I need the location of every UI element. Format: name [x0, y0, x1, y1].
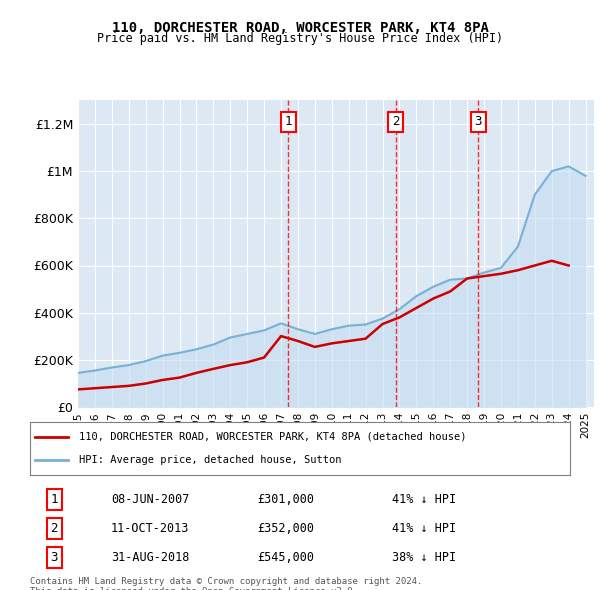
Text: £352,000: £352,000	[257, 522, 314, 535]
Text: 41% ↓ HPI: 41% ↓ HPI	[392, 493, 456, 506]
Text: 3: 3	[475, 115, 482, 128]
Text: 11-OCT-2013: 11-OCT-2013	[111, 522, 190, 535]
Text: 3: 3	[50, 551, 58, 564]
Text: 2: 2	[50, 522, 58, 535]
Text: 31-AUG-2018: 31-AUG-2018	[111, 551, 190, 564]
Text: 110, DORCHESTER ROAD, WORCESTER PARK, KT4 8PA: 110, DORCHESTER ROAD, WORCESTER PARK, KT…	[112, 21, 488, 35]
Text: HPI: Average price, detached house, Sutton: HPI: Average price, detached house, Sutt…	[79, 455, 341, 465]
Text: 110, DORCHESTER ROAD, WORCESTER PARK, KT4 8PA (detached house): 110, DORCHESTER ROAD, WORCESTER PARK, KT…	[79, 432, 466, 442]
Text: Price paid vs. HM Land Registry's House Price Index (HPI): Price paid vs. HM Land Registry's House …	[97, 32, 503, 45]
Text: 38% ↓ HPI: 38% ↓ HPI	[392, 551, 456, 564]
Text: 1: 1	[285, 115, 292, 128]
Text: 2: 2	[392, 115, 400, 128]
Text: £545,000: £545,000	[257, 551, 314, 564]
Text: 41% ↓ HPI: 41% ↓ HPI	[392, 522, 456, 535]
Text: 08-JUN-2007: 08-JUN-2007	[111, 493, 190, 506]
Text: 1: 1	[50, 493, 58, 506]
Text: Contains HM Land Registry data © Crown copyright and database right 2024.
This d: Contains HM Land Registry data © Crown c…	[30, 577, 422, 590]
Text: £301,000: £301,000	[257, 493, 314, 506]
